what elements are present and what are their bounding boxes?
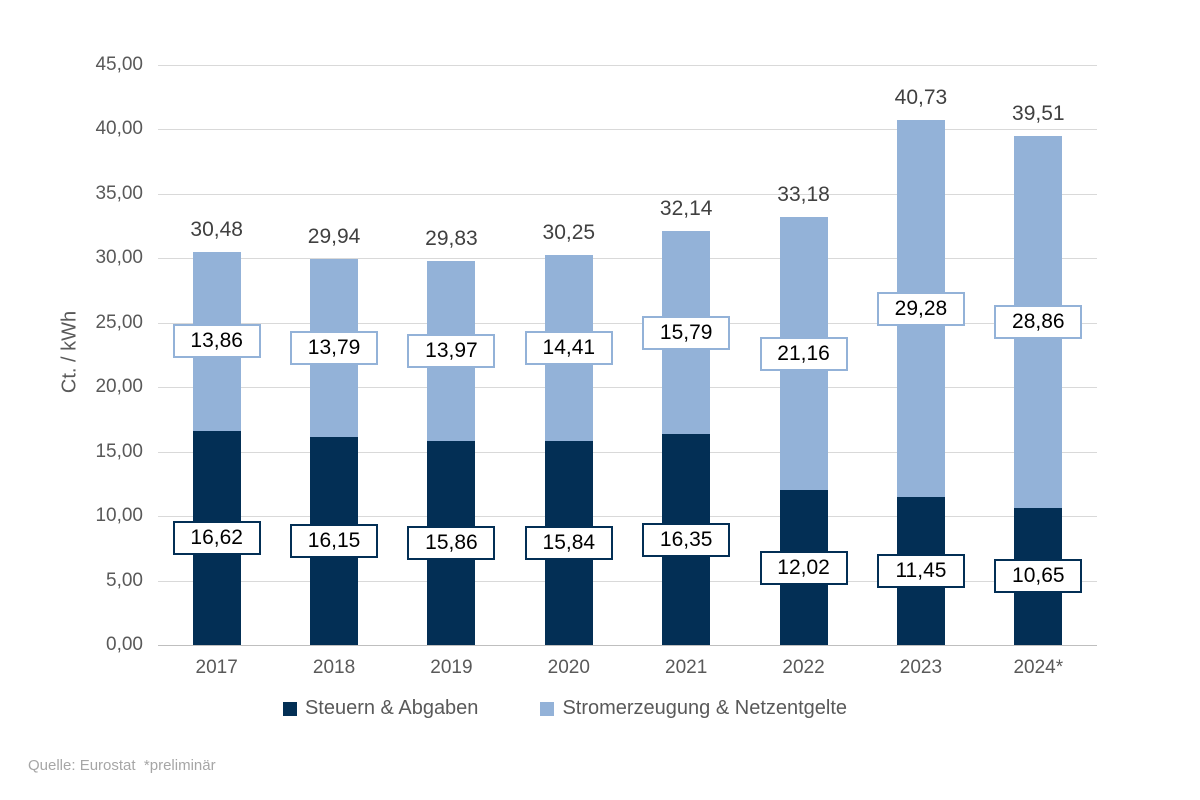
- bar-segment-label-steuern-2024*: 10,65: [994, 559, 1083, 594]
- legend-item-stromerzeugung-netzentgelte: Stromerzeugung & Netzentgelte: [540, 697, 847, 720]
- bar-segment-label-stromerzeugung-2021: 15,79: [642, 315, 731, 350]
- gridline: [158, 258, 1097, 260]
- y-tick-label: 5,00: [106, 569, 143, 591]
- bar-segment-label-stromerzeugung-2024*: 28,86: [994, 304, 1083, 339]
- bar-segment-label-stromerzeugung-2019: 13,97: [407, 333, 496, 368]
- bar-segment-label-steuern-2022: 12,02: [759, 550, 848, 585]
- y-tick-label: 10,00: [95, 505, 143, 527]
- legend-marker-stromerzeugung-netzentgelte: [540, 701, 555, 716]
- y-tick-label: 20,00: [95, 376, 143, 398]
- y-tick-label: 35,00: [95, 182, 143, 204]
- legend-label-steuern-abgaben: Steuern & Abgaben: [304, 697, 479, 719]
- x-tick-label-2022: 2022: [782, 657, 825, 678]
- bar-segment-label-steuern-2017: 16,62: [172, 520, 261, 555]
- gridline: [158, 129, 1097, 131]
- gridline: [158, 516, 1097, 518]
- bar-segment-label-stromerzeugung-2022: 21,16: [759, 336, 848, 371]
- legend-label-stromerzeugung-netzentgelte: Stromerzeugung & Netzentgelte: [562, 697, 848, 719]
- gridline: [158, 65, 1097, 66]
- bar-total-label-2023: 40,73: [894, 86, 948, 110]
- bar-segment-label-steuern-2020: 15,84: [524, 525, 613, 560]
- y-tick-label: 25,00: [95, 311, 143, 333]
- gridline: [158, 387, 1097, 389]
- legend-marker-steuern-abgaben: [282, 701, 297, 716]
- bar-segment-label-steuern-2021: 16,35: [642, 522, 731, 557]
- x-tick-label-2017: 2017: [195, 657, 238, 678]
- bar-segment-label-stromerzeugung-2023: 29,28: [876, 291, 965, 326]
- legend: Steuern & Abgaben Stromerzeugung & Netze…: [0, 697, 1130, 720]
- x-tick-label-2019: 2019: [430, 657, 473, 678]
- x-tick-label-2023: 2023: [899, 657, 943, 678]
- bar-segment-label-stromerzeugung-2017: 13,86: [172, 324, 261, 359]
- bar-total-label-2024*: 39,51: [1012, 101, 1065, 125]
- gridline: [158, 451, 1097, 453]
- gridline: [158, 322, 1097, 324]
- bar-total-label-2018: 29,94: [307, 225, 361, 249]
- bar-total-label-2021: 32,14: [659, 196, 713, 220]
- bar-total-label-2017: 30,48: [190, 218, 243, 242]
- legend-item-steuern-abgaben: Steuern & Abgaben: [282, 697, 479, 720]
- gridline: [158, 580, 1097, 582]
- x-tick-label-2020: 2020: [547, 657, 590, 678]
- bar-total-label-2022: 33,18: [777, 183, 830, 207]
- bar-segment-label-stromerzeugung-2018: 13,79: [290, 330, 379, 365]
- y-tick-label: 40,00: [95, 118, 143, 140]
- bar-total-label-2019: 29,83: [425, 226, 478, 250]
- y-tick-label: 45,00: [95, 54, 143, 75]
- x-axis-line: [158, 645, 1097, 646]
- y-tick-label: 30,00: [95, 247, 143, 269]
- bar-segment-label-stromerzeugung-2020: 14,41: [524, 330, 613, 365]
- x-tick-label-2018: 2018: [312, 657, 356, 678]
- bar-segment-label-steuern-2019: 15,86: [407, 525, 496, 560]
- y-axis-title: Ct. / kWh: [58, 310, 81, 394]
- bar-total-label-2020: 30,25: [542, 221, 596, 245]
- y-tick-label: 0,00: [106, 634, 143, 655]
- source-note: Quelle: Eurostat *preliminär: [28, 757, 216, 774]
- y-tick-label: 15,00: [95, 440, 143, 462]
- x-tick-label-2024*: 2024*: [1013, 657, 1064, 678]
- x-tick-label-2021: 2021: [665, 657, 708, 678]
- bar-segment-label-steuern-2018: 16,15: [290, 523, 379, 558]
- bar-segment-label-steuern-2023: 11,45: [876, 554, 965, 589]
- gridline: [158, 193, 1097, 195]
